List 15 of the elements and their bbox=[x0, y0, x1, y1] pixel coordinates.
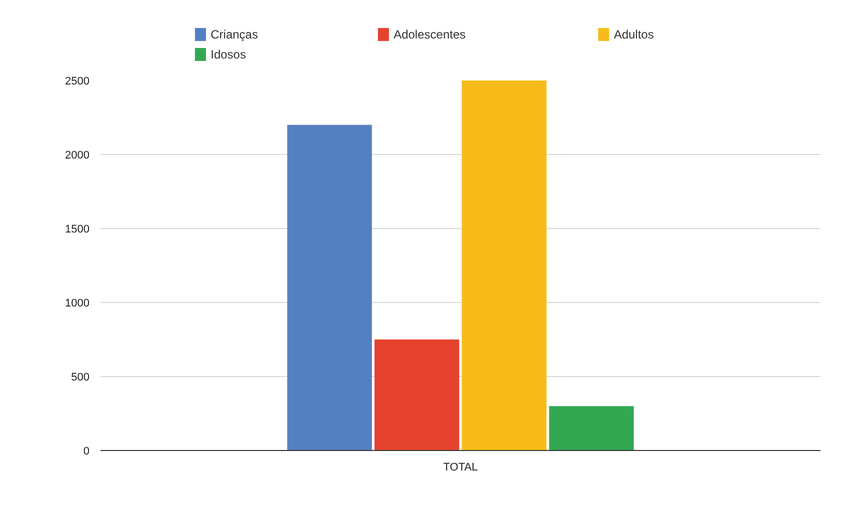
legend-label: Crianças bbox=[210, 28, 258, 42]
y-tick-label: 500 bbox=[71, 372, 90, 384]
bar bbox=[549, 406, 634, 450]
bar bbox=[462, 80, 546, 450]
bar bbox=[287, 124, 372, 450]
legend-label: Idosos bbox=[210, 48, 246, 62]
y-tick-label: 1000 bbox=[65, 298, 90, 310]
bar bbox=[374, 340, 460, 450]
y-tick-label: 1500 bbox=[65, 224, 90, 236]
y-tick-label: 0 bbox=[83, 446, 90, 458]
legend-label: Adolescentes bbox=[394, 28, 466, 42]
x-tick-label: TOTAL bbox=[443, 462, 478, 474]
y-tick-label: 2000 bbox=[65, 150, 90, 162]
y-tick-label: 2500 bbox=[65, 76, 90, 88]
legend-label: Adultos bbox=[614, 28, 654, 42]
